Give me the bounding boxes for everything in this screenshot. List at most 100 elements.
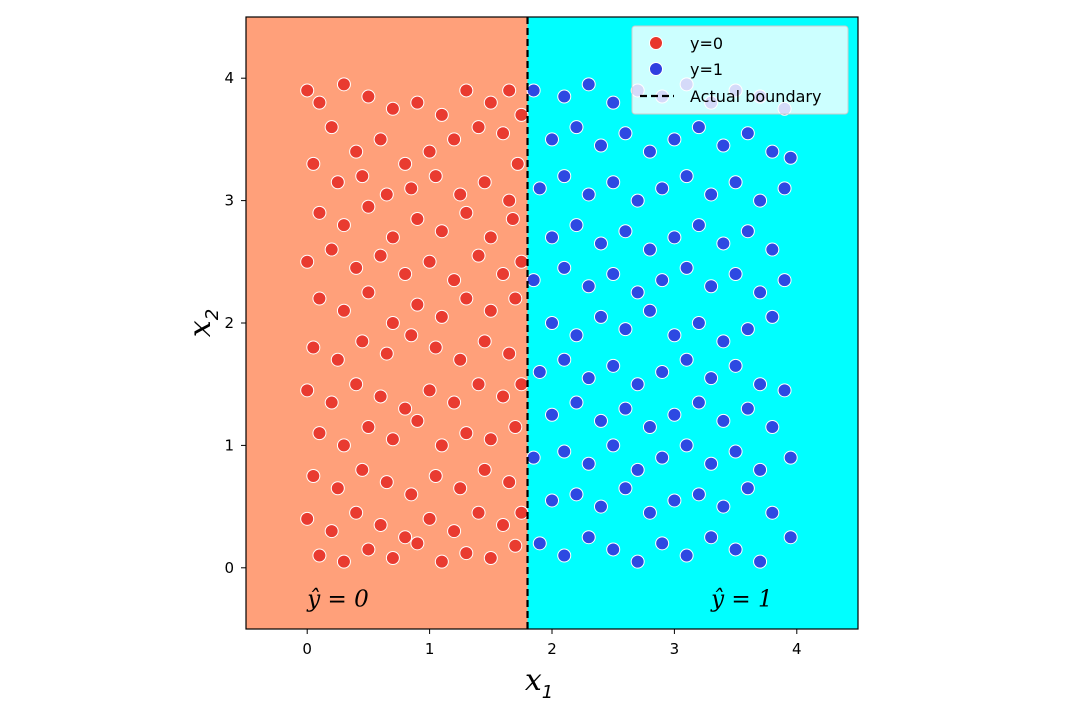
point-y1-110 xyxy=(630,554,645,569)
point-y0-109 xyxy=(434,554,449,569)
point-y0-84 xyxy=(508,420,523,435)
point-y0-71 xyxy=(422,383,437,398)
point-y1-2 xyxy=(581,77,596,92)
point-y1-85 xyxy=(526,450,541,465)
point-y1-104 xyxy=(740,481,755,496)
point-y1-3 xyxy=(606,95,621,110)
point-y0-57 xyxy=(306,340,321,355)
point-y0-22 xyxy=(379,187,394,202)
point-y1-40 xyxy=(716,236,731,251)
point-y1-70 xyxy=(679,352,694,367)
legend-label-y0: y=0 xyxy=(690,34,723,53)
point-y0-72 xyxy=(447,395,462,410)
point-y0-24 xyxy=(428,169,443,184)
point-y0-55 xyxy=(483,303,498,318)
legend-label-boundary: Actual boundary xyxy=(690,87,821,106)
point-y0-20 xyxy=(330,175,345,190)
point-y0-78 xyxy=(361,420,376,435)
point-y0-107 xyxy=(385,551,400,566)
point-y1-64 xyxy=(532,364,547,379)
x-tick-label-4: 4 xyxy=(792,640,802,658)
point-y0-73 xyxy=(471,377,486,392)
point-y0-21 xyxy=(355,169,370,184)
point-y1-35 xyxy=(593,236,608,251)
point-y0-86 xyxy=(330,481,345,496)
point-y1-102 xyxy=(691,487,706,502)
point-y1-67 xyxy=(606,358,621,373)
point-y1-36 xyxy=(618,224,633,239)
axis-ticks: 0 1 2 3 4 0 1 2 3 4 xyxy=(224,69,801,658)
point-y0-4 xyxy=(385,101,400,116)
point-y0-1 xyxy=(312,95,327,110)
point-y1-95 xyxy=(783,450,798,465)
point-y1-83 xyxy=(740,401,755,416)
point-y1-111 xyxy=(655,536,670,551)
point-y0-76 xyxy=(312,426,327,441)
legend-label-y1: y=1 xyxy=(690,60,723,79)
point-y0-11 xyxy=(349,144,364,159)
point-y1-51 xyxy=(728,267,743,282)
point-y1-76 xyxy=(569,395,584,410)
point-y1-45 xyxy=(581,279,596,294)
point-y0-38 xyxy=(300,254,315,269)
point-y0-98 xyxy=(398,530,413,545)
point-y0-93 xyxy=(502,475,517,490)
point-y0-33 xyxy=(410,211,425,226)
point-y0-52 xyxy=(410,297,425,312)
point-y1-72 xyxy=(728,358,743,373)
point-y1-52 xyxy=(753,285,768,300)
point-y1-22 xyxy=(532,181,547,196)
point-y1-42 xyxy=(765,242,780,257)
point-y0-88 xyxy=(379,475,394,490)
point-y0-104 xyxy=(312,548,327,563)
point-y1-98 xyxy=(593,499,608,514)
point-y0-97 xyxy=(373,517,388,532)
point-y0-94 xyxy=(300,511,315,526)
point-y0-18 xyxy=(514,107,529,122)
point-y0-6 xyxy=(434,107,449,122)
point-y0-70 xyxy=(398,401,413,416)
point-y0-14 xyxy=(422,144,437,159)
point-y0-40 xyxy=(349,260,364,275)
point-y0-7 xyxy=(459,83,474,98)
point-y1-94 xyxy=(753,462,768,477)
point-y0-51 xyxy=(385,316,400,330)
point-y0-36 xyxy=(483,230,498,245)
point-y1-68 xyxy=(630,377,645,392)
point-y1-23 xyxy=(557,169,572,184)
point-y0-106 xyxy=(361,542,376,557)
point-y0-90 xyxy=(428,469,443,483)
x-tick-label-1: 1 xyxy=(425,640,435,658)
point-y1-97 xyxy=(569,487,584,502)
point-y1-73 xyxy=(753,377,768,392)
region-label-1: ŷ = 1 xyxy=(710,586,773,612)
point-y1-38 xyxy=(667,230,682,245)
point-y0-110 xyxy=(459,546,474,561)
point-y0-69 xyxy=(373,389,388,404)
point-y1-41 xyxy=(740,224,755,239)
point-y1-49 xyxy=(679,260,694,275)
point-y0-96 xyxy=(349,505,364,520)
point-y1-17 xyxy=(691,120,706,135)
point-y1-58 xyxy=(642,303,657,318)
point-y1-71 xyxy=(704,371,719,386)
point-y1-60 xyxy=(691,316,706,330)
legend: y=0 y=1 Actual boundary xyxy=(631,25,849,115)
point-y0-77 xyxy=(336,438,351,453)
point-y0-29 xyxy=(312,205,327,220)
point-y1-39 xyxy=(691,218,706,233)
point-y1-87 xyxy=(581,456,596,471)
x-tick-label-2: 2 xyxy=(547,640,557,658)
point-y1-93 xyxy=(728,444,743,459)
point-y1-92 xyxy=(704,456,719,471)
point-y0-23 xyxy=(404,181,419,196)
point-y1-61 xyxy=(716,334,731,349)
point-y0-15 xyxy=(447,132,462,147)
point-y0-37 xyxy=(505,211,520,226)
point-y1-47 xyxy=(630,285,645,300)
point-y1-99 xyxy=(618,481,633,496)
point-y0-91 xyxy=(453,481,468,496)
point-y0-3 xyxy=(361,89,376,104)
point-y0-19 xyxy=(306,156,321,171)
